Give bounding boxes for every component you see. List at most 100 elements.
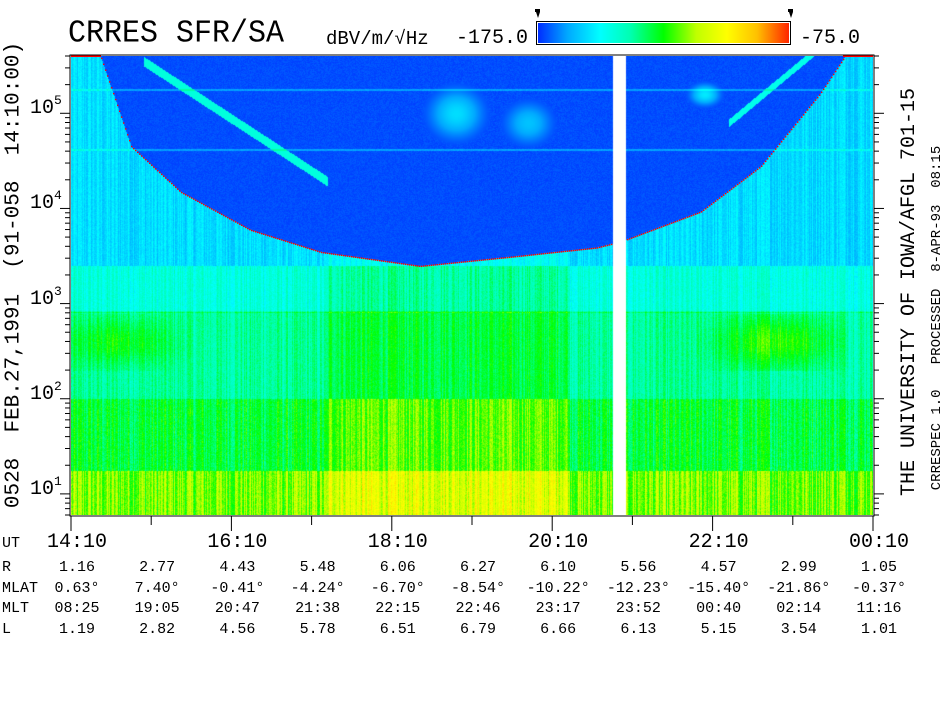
fce-curve-dot — [141, 155, 143, 157]
fce-curve-dot — [647, 231, 649, 233]
fce-curve-dot — [487, 258, 489, 261]
fce-curve-dot — [431, 264, 433, 266]
fce-curve-dot — [117, 104, 119, 107]
fce-curve-dot — [451, 262, 453, 264]
fce-curve-dot — [275, 237, 277, 239]
fce-curve-dot — [363, 257, 365, 260]
fce-curve-dot — [369, 258, 371, 260]
fce-curve-dot — [519, 255, 521, 258]
fce-curve-dot — [207, 206, 209, 208]
fce-curve-dot — [491, 258, 493, 260]
fce-curve-dot — [111, 87, 113, 89]
fce-curve-dot — [403, 263, 405, 265]
fce-curve-dot — [579, 249, 581, 251]
fce-curve-dot — [569, 250, 571, 252]
fce-curve-dot — [693, 214, 695, 216]
fce-curve-dot — [475, 260, 477, 262]
ephemeris-cell: 6.79 — [459, 621, 497, 638]
fce-curve-dot — [437, 263, 439, 266]
fce-curve-dot — [199, 201, 201, 204]
fce-curve-dot — [303, 246, 305, 248]
ephemeris-cell: 02:14 — [776, 600, 822, 617]
fce-curve-dot — [443, 263, 445, 265]
fce-curve-dot — [545, 252, 547, 255]
fce-curve-dot — [425, 265, 427, 267]
fce-curve-dot — [767, 158, 769, 160]
fce-curve-dot — [315, 249, 317, 252]
fce-curve-dot — [439, 263, 441, 266]
fce-curve-dot — [421, 265, 423, 268]
y-tick-exponent: 2 — [54, 378, 62, 394]
fce-curve-dot — [433, 264, 435, 266]
fce-curve-dot — [209, 207, 211, 209]
fce-curve-dot — [319, 251, 321, 253]
fce-curve-dot — [415, 265, 417, 267]
fce-curve-dot — [661, 226, 663, 228]
fce-curve-dot — [381, 260, 383, 262]
fce-curve-dot — [705, 208, 707, 210]
fce-curve-dot — [211, 208, 213, 210]
fce-curve-dot — [149, 162, 151, 165]
fce-curve-dot — [323, 252, 325, 254]
fce-curve-dot — [385, 260, 387, 263]
ephemeris-cell: -8.54° — [450, 580, 506, 597]
fce-curve-dot — [219, 212, 221, 214]
fce-curve-dot — [165, 177, 167, 179]
fce-curve-dot — [191, 197, 193, 199]
fce-curve-dot — [455, 262, 457, 264]
fce-curve-dot — [309, 248, 311, 250]
ephemeris-cell: 08:25 — [54, 600, 100, 617]
fce-curve-dot — [337, 254, 339, 256]
fce-curve-dot — [539, 253, 541, 255]
fce-curve-dot — [237, 222, 239, 224]
fce-curve-dot — [495, 258, 497, 260]
fce-curve-dot — [121, 116, 123, 118]
fce-curve-dot — [731, 188, 733, 190]
fce-curve-dot — [393, 261, 395, 264]
fce-curve-dot — [281, 239, 283, 241]
fce-curve-dot — [441, 263, 443, 265]
fce-curve-dot — [163, 175, 165, 177]
fce-curve-dot — [483, 259, 485, 261]
fce-curve-dot — [645, 232, 647, 234]
ephemeris-cell: -4.24° — [290, 580, 345, 597]
fce-curve-dot — [489, 258, 491, 261]
fce-curve-dot — [339, 254, 341, 256]
fce-curve-dot — [185, 194, 187, 196]
fce-curve-dot — [685, 217, 687, 219]
fce-curve-dot — [371, 258, 373, 261]
fce-curve-dot — [753, 171, 755, 174]
fce-curve-dot — [787, 133, 789, 136]
fce-curve-dot — [567, 250, 569, 252]
fce-curve-dot — [131, 145, 133, 148]
fce-curve-dot — [317, 250, 319, 252]
fce-curve-dot — [225, 215, 227, 218]
fce-curve-dot — [565, 250, 567, 253]
fce-curve-dot — [687, 216, 689, 218]
ephemeris-cell: 6.51 — [379, 621, 416, 638]
fce-curve-dot — [379, 259, 381, 262]
fce-curve-dot — [739, 182, 741, 184]
fce-curve-dot — [215, 210, 217, 212]
fce-curve-dot — [115, 98, 117, 101]
fce-curve-dot — [151, 164, 153, 166]
ephemeris-cell: 4.57 — [700, 559, 737, 576]
ephemeris-cell: 5.56 — [620, 559, 657, 576]
fce-curve-dot — [307, 247, 309, 249]
fce-curve-dot — [397, 262, 399, 264]
fce-curve-dot — [597, 247, 599, 249]
y-tick-exponent: 5 — [54, 93, 62, 109]
fce-curve-dot — [697, 212, 699, 215]
y-tick-label: 102 — [30, 379, 62, 406]
fce-curve-dot — [101, 57, 103, 60]
fce-curve-dot — [139, 153, 141, 155]
fce-curve-dot — [351, 256, 353, 258]
ephemeris-cell: -15.40° — [687, 580, 751, 597]
fce-curve-dot — [239, 223, 241, 225]
fce-curve-dot — [481, 259, 483, 261]
fce-curve-dot — [589, 248, 591, 250]
fce-curve-dot — [255, 231, 257, 233]
fce-curve-dot — [229, 218, 231, 220]
fce-curve-dot — [843, 58, 845, 61]
fce-curve-dot — [601, 246, 603, 248]
